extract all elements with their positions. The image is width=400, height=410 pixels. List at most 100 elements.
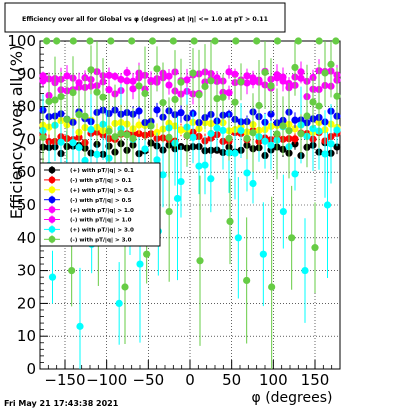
point-s4-p21	[165, 81, 173, 89]
point-s2-p19	[153, 128, 161, 137]
point-s7-p20	[159, 99, 167, 107]
point-s7-p22	[171, 95, 179, 104]
x-tick-label-0: −150	[44, 371, 85, 389]
point-s6-p38	[267, 141, 275, 149]
point-s7-p66	[68, 267, 76, 275]
legend-entries: (+) with pT/|q| > 0.1 (-) with pT/|q| > 0…	[44, 166, 134, 244]
legend-marker-7	[48, 235, 56, 243]
point-s5-p24	[183, 76, 191, 84]
point-s5-p12	[111, 72, 119, 80]
point-s7-p58	[190, 37, 198, 45]
point-s7-p59	[211, 37, 219, 45]
point-s7-p69	[143, 250, 151, 258]
legend-label-6: (+) with pT/|q| > 3.0	[70, 228, 134, 234]
point-s7-p29	[213, 94, 221, 103]
point-s5-p32	[231, 70, 239, 78]
point-s7-p18	[147, 122, 155, 130]
y-tick-label-7: 70	[17, 130, 36, 148]
point-s5-p21	[165, 72, 173, 80]
point-s7-p38	[267, 82, 275, 90]
point-s7-p13	[117, 129, 125, 137]
point-s6-p34	[243, 169, 251, 177]
point-s7-p75	[288, 234, 296, 242]
point-s6-p47	[321, 150, 329, 158]
point-s6-p19	[153, 156, 161, 164]
point-s7-p11	[105, 127, 113, 135]
legend-marker-2	[48, 186, 56, 194]
point-s7-p26	[195, 91, 203, 99]
y-tick-label-6: 60	[17, 163, 36, 181]
point-s7-p25	[189, 69, 197, 77]
point-s6-p64	[301, 267, 309, 275]
y-tick-label-9: 90	[17, 65, 36, 83]
series-6	[39, 84, 341, 369]
point-s6-p23	[177, 177, 185, 186]
point-s6-p25	[189, 133, 197, 141]
x-tick-label-6: 150	[301, 371, 330, 389]
x-axis-title: φ (degrees)	[252, 390, 333, 406]
point-s7-p12	[111, 133, 119, 141]
point-s5-p34	[243, 72, 251, 80]
point-s7-p54	[107, 37, 115, 45]
title-frame	[4, 2, 286, 33]
point-s6-p61	[234, 234, 242, 242]
point-s7-p63	[294, 37, 302, 45]
point-s6-p17	[141, 145, 149, 153]
point-s3-p38	[267, 110, 275, 118]
point-s4-p11	[105, 86, 113, 94]
point-s7-p56	[148, 37, 157, 45]
point-s7-p1	[45, 97, 53, 106]
point-s6-p60	[207, 175, 215, 183]
x-tick-label-4: 50	[222, 371, 241, 389]
point-s5-p39	[273, 71, 281, 79]
point-s7-p49	[333, 92, 341, 100]
legend-label-1: (-) with pT/|q| > 0.1	[70, 178, 132, 184]
point-s6-p63	[279, 207, 287, 216]
x-tick-label-2: −50	[133, 371, 165, 389]
x-axis: −150 −100 −50 0 50 100 150	[44, 360, 333, 389]
point-s7-p31	[225, 134, 233, 142]
point-s6-p45	[309, 125, 317, 133]
legend-marker-1	[48, 176, 56, 184]
point-s3-p23	[177, 109, 185, 117]
point-s6-p29	[213, 124, 221, 132]
point-s5-p13	[117, 75, 125, 84]
point-s6-p49	[333, 126, 341, 134]
legend-frame	[39, 162, 161, 247]
point-s7-p60	[232, 37, 240, 45]
legend-marker-5	[48, 216, 56, 223]
point-s7-p62	[273, 37, 282, 45]
point-s7-p36	[255, 101, 263, 110]
point-s5-p40	[279, 73, 287, 81]
data-points	[39, 37, 341, 369]
point-s7-p45	[309, 98, 317, 106]
point-s7-p16	[135, 82, 143, 90]
point-s6-p9	[93, 150, 101, 159]
point-s7-p28	[207, 77, 215, 85]
legend-label-7: (-) with pT/|q| > 3.0	[70, 238, 132, 244]
point-s7-p17	[141, 89, 149, 98]
x-tick-label-3: 0	[185, 371, 195, 389]
point-s7-p23	[177, 78, 185, 86]
y-tick-label-10: 100	[7, 32, 36, 50]
legend-label-4: (+) with pT/|q| > 1.0	[70, 208, 134, 214]
point-s7-p74	[268, 283, 276, 291]
point-s6-p57	[136, 260, 144, 268]
point-s7-p21	[165, 133, 173, 141]
point-s7-p34	[243, 134, 251, 143]
point-s6-p5	[69, 139, 77, 147]
point-s2-p16	[135, 121, 143, 129]
point-s7-p72	[226, 217, 234, 225]
point-s7-p8	[87, 66, 95, 74]
point-s7-p37	[261, 68, 269, 76]
point-s6-p27	[201, 161, 209, 169]
point-s7-p15	[129, 134, 137, 143]
y-axis-title: Efficiency over all (%)	[7, 45, 26, 219]
series-7	[39, 37, 341, 369]
point-s5-p43	[297, 68, 305, 76]
point-s7-p14	[123, 131, 131, 139]
point-s7-p76	[311, 244, 319, 252]
y-tick-label-0: 0	[26, 360, 36, 378]
point-s7-p24	[183, 131, 191, 140]
